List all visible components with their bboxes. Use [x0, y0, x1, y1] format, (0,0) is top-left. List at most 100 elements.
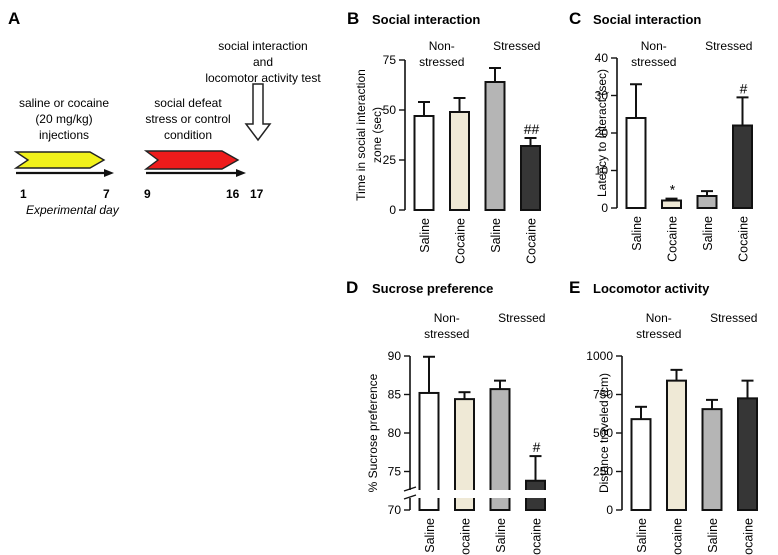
y-tick-label: 80 — [388, 426, 402, 440]
category-label: Saline — [635, 518, 649, 553]
bar — [625, 117, 647, 209]
bar-charts: B Social interaction Non-stressed Stressed 0… — [346, 9, 758, 555]
bar — [737, 397, 758, 512]
test-label-line-2: and — [253, 55, 273, 69]
category-label: Cocaine — [666, 216, 680, 262]
bar — [696, 195, 718, 209]
category-label: Cocaine — [459, 518, 473, 555]
bar — [520, 145, 541, 211]
group-label-non-stressed: Non- — [646, 311, 672, 325]
bar — [449, 111, 470, 211]
category-label: Cocaine — [742, 518, 756, 555]
axis-break-mark — [403, 486, 417, 492]
bar — [413, 115, 435, 211]
category-label: Saline — [706, 518, 720, 553]
chart-c: C Social interaction Non-stressed Stressed 0… — [569, 9, 753, 262]
group-label-stressed: Stressed — [498, 311, 545, 325]
group-label-stressed: Stressed — [710, 311, 757, 325]
y-tick-label: 20 — [595, 126, 609, 140]
y-tick-label: 250 — [593, 465, 613, 479]
y-tick-label: 1000 — [586, 349, 613, 363]
bar — [732, 124, 753, 209]
bar — [484, 81, 506, 211]
day-label-1: 1 — [20, 187, 27, 201]
stress-period-arrow — [143, 150, 240, 170]
y-tick-label: 30 — [595, 89, 609, 103]
panel-a: A social interaction and locomotor activ… — [8, 9, 321, 217]
significance-marker: # — [533, 439, 541, 455]
experimental-day-caption: Experimental day — [26, 203, 120, 217]
group-label-non-stressed: Non- — [434, 311, 460, 325]
stress-label-line-3: condition — [164, 128, 212, 142]
axis-break-mark — [403, 494, 417, 500]
panel-letter: B — [347, 9, 359, 28]
injection-label-line-3: injections — [39, 128, 89, 142]
y-axis-label: zone (sec) — [370, 107, 384, 163]
bar — [661, 199, 682, 209]
stress-label-line-1: social defeat — [154, 96, 222, 110]
category-label: Cocaine — [525, 218, 539, 264]
category-label: Cocaine — [454, 218, 468, 264]
day-label-17: 17 — [250, 187, 264, 201]
y-axis-label: Time in social interaction — [354, 69, 368, 201]
panel-letter: D — [346, 278, 358, 297]
y-tick-label: 0 — [601, 201, 608, 215]
category-label: Cocaine — [530, 518, 544, 555]
category-label: Saline — [489, 218, 503, 253]
chart-title: Social interaction — [372, 12, 480, 27]
category-label: Cocaine — [737, 216, 751, 262]
category-label: Cocaine — [671, 518, 685, 555]
chart-b: B Social interaction Non-stressed Stressed 0… — [347, 9, 541, 264]
y-tick-label: 0 — [606, 503, 613, 517]
group-label-non-stressed: Non- — [641, 39, 667, 53]
y-axis-label: Latency to interact (sec) — [595, 69, 609, 197]
panel-letter: C — [569, 9, 581, 28]
category-label: Saline — [701, 216, 715, 251]
y-tick-label: 50 — [383, 103, 397, 117]
chart-d: D Sucrose preference Non-stressed Stressed 7… — [346, 278, 562, 555]
y-tick-label: 10 — [595, 164, 609, 178]
y-tick-label: 75 — [388, 465, 402, 479]
y-tick-label: 75 — [383, 53, 397, 67]
chart-title: Locomotor activity — [593, 281, 710, 296]
significance-marker: ## — [524, 121, 540, 137]
y-tick-label: 40 — [595, 51, 609, 65]
group-label-non-stressed: stressed — [424, 327, 469, 341]
chart-title: Social interaction — [593, 12, 701, 27]
y-tick-label: 70 — [388, 503, 402, 517]
group-label-non-stressed: stressed — [419, 55, 464, 69]
injection-period-arrow — [13, 151, 106, 169]
axis-break-gap — [400, 490, 562, 498]
category-label: Saline — [418, 218, 432, 253]
group-label-non-stressed: stressed — [636, 327, 681, 341]
day-label-7: 7 — [103, 187, 110, 201]
test-label-line-1: social interaction — [218, 39, 307, 53]
y-axis-label: Distance traveled (cm) — [597, 373, 611, 493]
bar — [701, 408, 723, 512]
significance-marker: * — [670, 182, 676, 198]
group-label-stressed: Stressed — [493, 39, 540, 53]
category-label: Saline — [630, 216, 644, 251]
chart-e: E Locomotor activity Non-stressed Stressed 0… — [569, 278, 758, 555]
y-tick-label: 750 — [593, 388, 613, 402]
group-label-stressed: Stressed — [705, 39, 752, 53]
panel-a-letter: A — [8, 9, 20, 28]
group-label-non-stressed: stressed — [631, 55, 676, 69]
bar — [630, 418, 652, 512]
injection-label-line-2: (20 mg/kg) — [35, 112, 92, 126]
test-label-line-3: locomotor activity test — [205, 71, 321, 85]
timeline-2-arrowhead — [236, 169, 246, 177]
timeline-1-arrowhead — [104, 169, 114, 177]
y-tick-label: 90 — [388, 349, 402, 363]
day-label-16: 16 — [226, 187, 240, 201]
category-label: Saline — [423, 518, 437, 553]
y-tick-label: 0 — [389, 203, 396, 217]
panel-letter: E — [569, 278, 580, 297]
bar — [666, 379, 687, 512]
group-label-non-stressed: Non- — [429, 39, 455, 53]
y-tick-label: 25 — [383, 153, 397, 167]
chart-title: Sucrose preference — [372, 281, 493, 296]
y-axis-label: % Sucrose preference — [366, 373, 380, 492]
y-tick-label: 500 — [593, 426, 613, 440]
injection-label-line-1: saline or cocaine — [19, 96, 109, 110]
